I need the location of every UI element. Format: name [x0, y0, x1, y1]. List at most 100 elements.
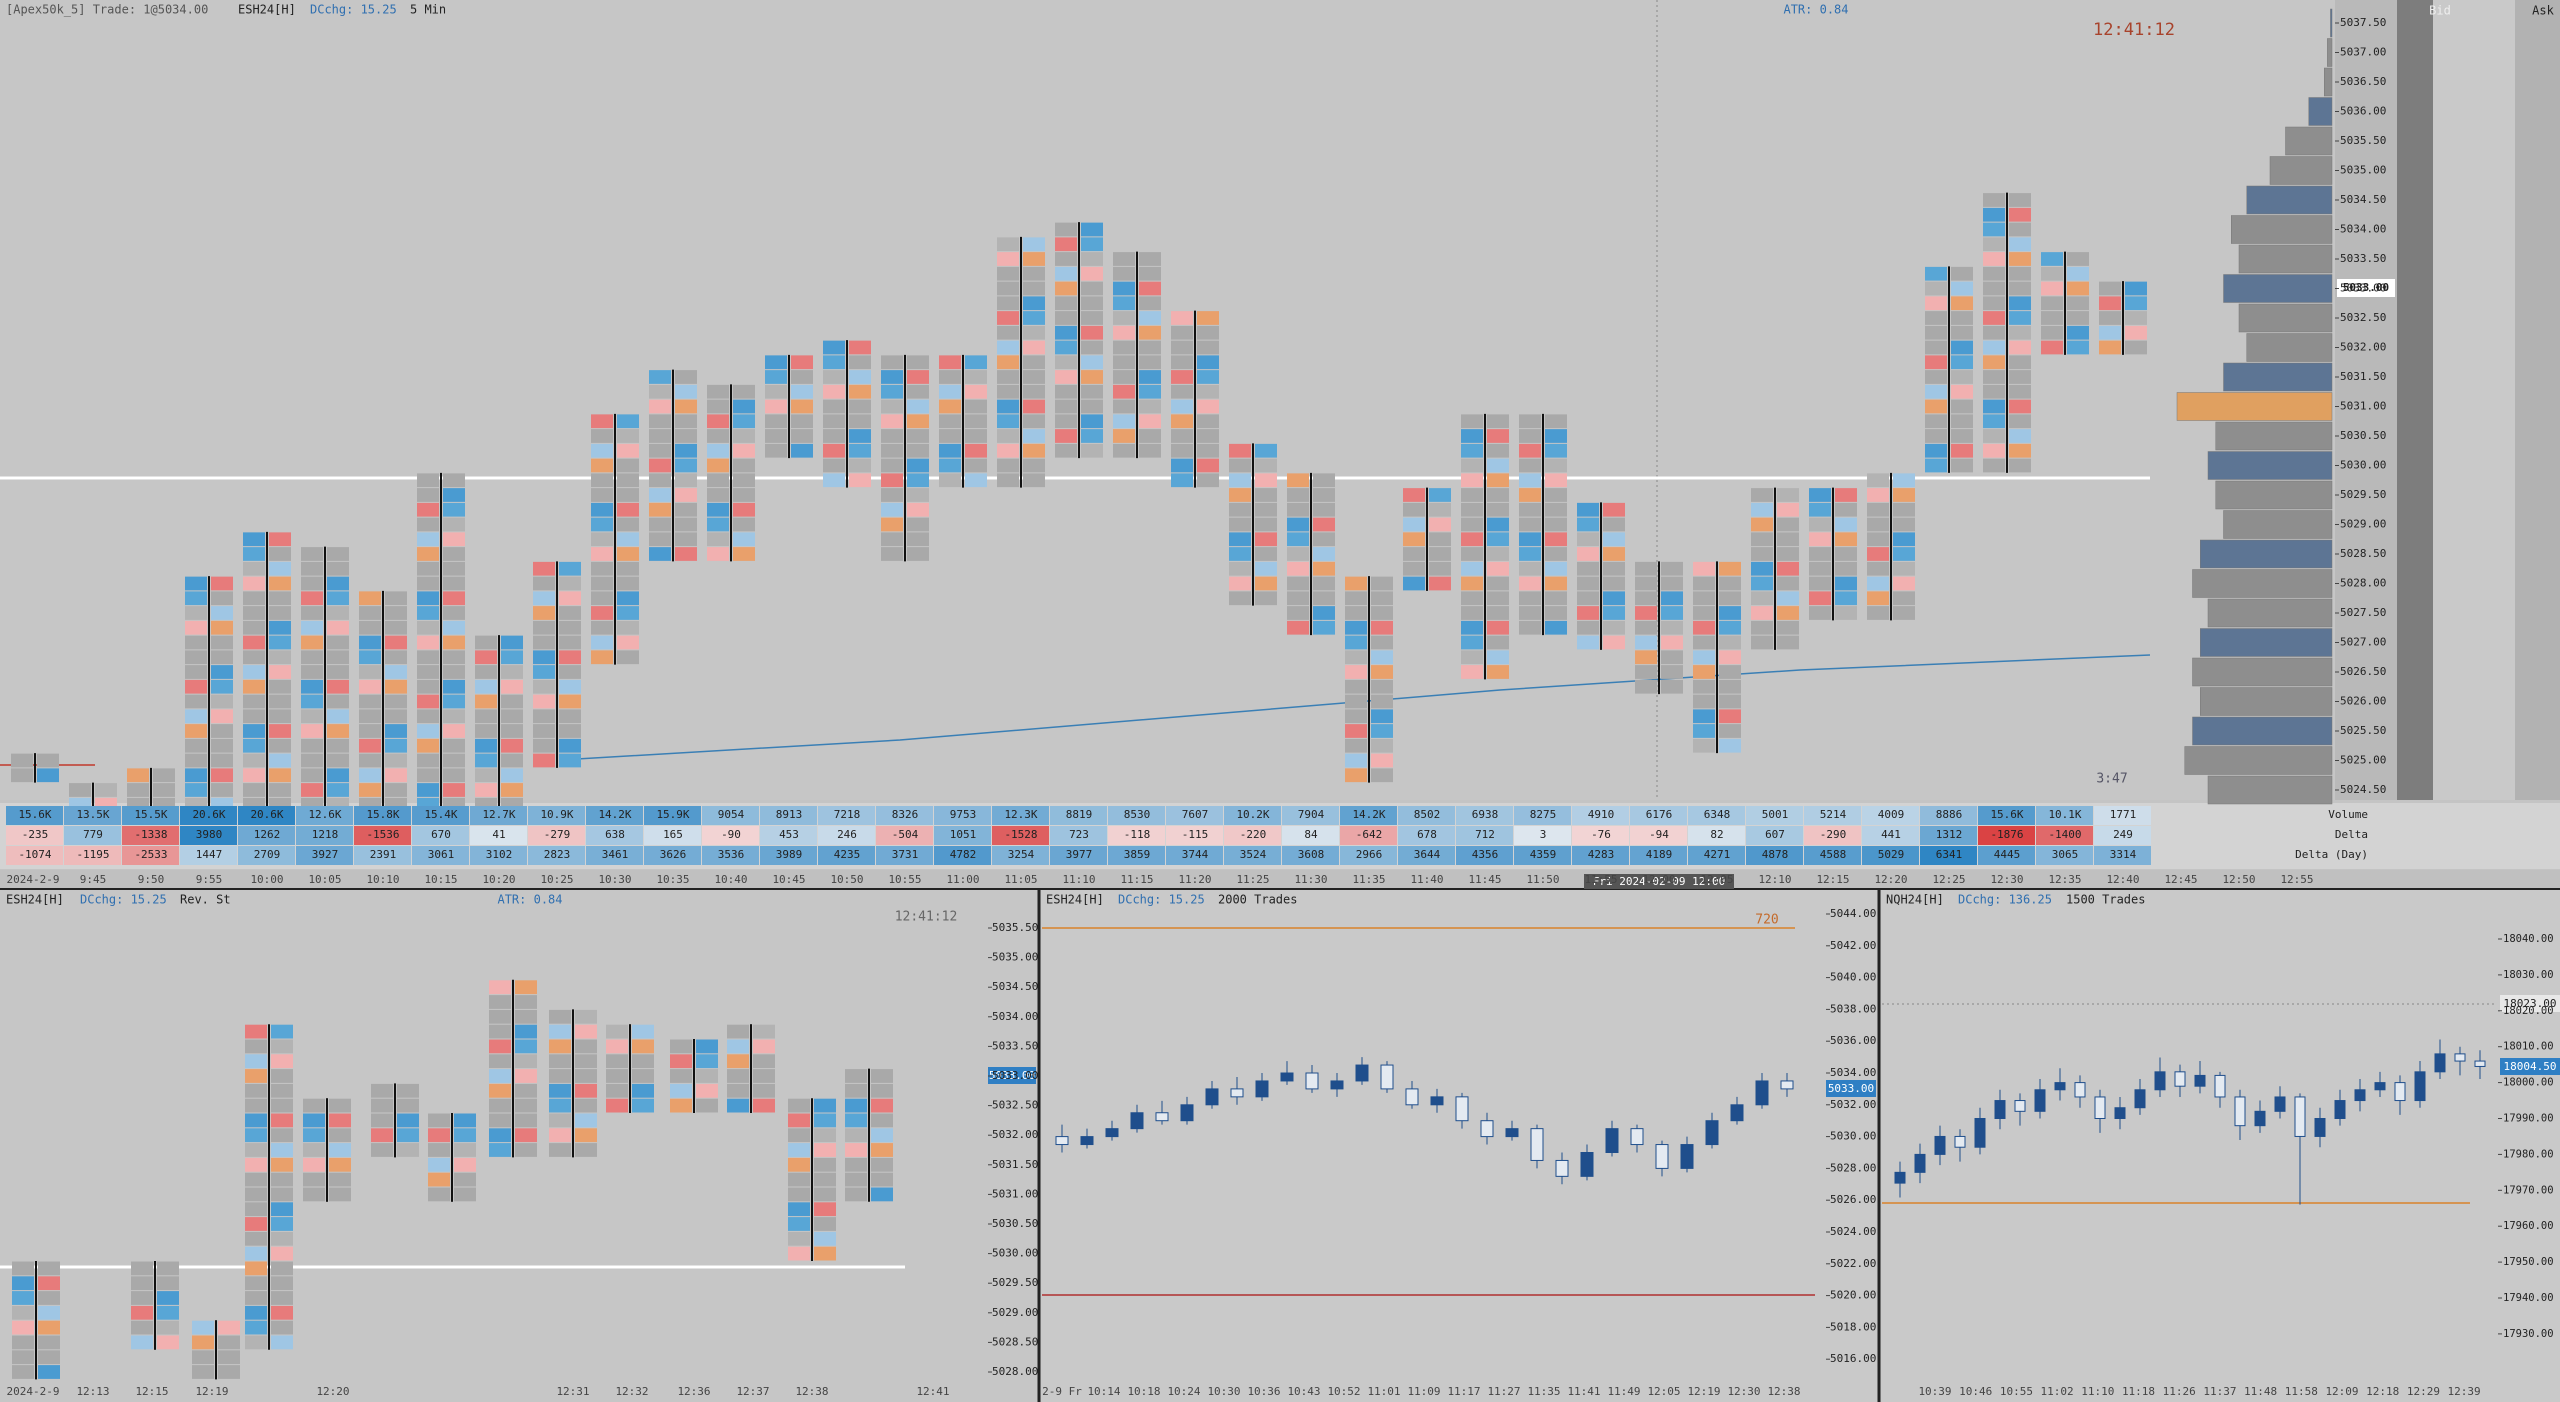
footprint-cell	[1055, 414, 1077, 429]
footprint-cell	[617, 591, 639, 606]
footprint-cell	[533, 694, 555, 709]
footprint-cell	[327, 650, 349, 665]
footprint-cell	[1171, 458, 1193, 473]
footprint-cell	[515, 1128, 537, 1143]
footprint-cell	[501, 635, 523, 650]
footprint-cell	[1023, 340, 1045, 355]
footprint-cell	[1171, 370, 1193, 384]
footprint-cell	[965, 443, 987, 458]
footprint-cell	[1081, 355, 1103, 370]
footprint-cell	[359, 768, 381, 783]
footprint-cell	[575, 1098, 597, 1113]
footprint-cell	[218, 1365, 240, 1379]
footprint-cell	[632, 1039, 654, 1054]
footprint-cell	[591, 458, 613, 473]
footprint-cell	[1603, 532, 1625, 547]
footprint-cell	[727, 1083, 749, 1098]
time-label: 12:15	[135, 1385, 168, 1398]
footprint-cell	[2009, 429, 2031, 443]
footprint-cell	[533, 753, 555, 768]
summary-value: 779	[83, 828, 103, 841]
footprint-cell	[765, 384, 787, 399]
footprint-cell	[1693, 635, 1715, 650]
footprint-cell	[515, 1024, 537, 1039]
footprint-cell	[1661, 650, 1683, 665]
candle-body	[1080, 1136, 1094, 1146]
footprint-cell	[1635, 665, 1657, 679]
footprint-cell	[845, 1098, 867, 1113]
footprint-cell	[907, 473, 929, 488]
footprint-cell	[218, 1350, 240, 1365]
footprint-cell	[1055, 296, 1077, 311]
footprint-cell	[649, 443, 671, 458]
candle-body	[1055, 1136, 1069, 1146]
footprint-cell	[131, 1335, 153, 1350]
footprint-cell	[1023, 296, 1045, 311]
footprint-cell	[1229, 576, 1251, 591]
footprint-cell	[2125, 325, 2147, 340]
footprint-cell	[271, 1276, 293, 1291]
footprint-cell	[185, 768, 207, 783]
footprint-cell	[1487, 547, 1509, 561]
footprint-cell	[1255, 532, 1277, 547]
footprint-cell	[2125, 281, 2147, 296]
footprint-cell	[907, 532, 929, 547]
footprint-cell	[1197, 399, 1219, 414]
footprint-cell	[1835, 532, 1857, 547]
footprint-cell	[131, 1291, 153, 1305]
footprint-cell	[675, 458, 697, 473]
summary-value: -1074	[18, 848, 51, 861]
summary-cell	[992, 806, 1049, 825]
volume-profile-bar	[2223, 362, 2333, 392]
footprint-cell	[1197, 384, 1219, 399]
footprint-cell	[489, 1128, 511, 1143]
footprint-cell	[1313, 473, 1335, 488]
footprint-cell	[591, 517, 613, 532]
footprint-cell	[1255, 458, 1277, 473]
footprint-cell	[1371, 738, 1393, 753]
summary-value: 3859	[1124, 848, 1151, 861]
summary-cell	[1166, 846, 1223, 865]
footprint-cell	[1229, 547, 1251, 561]
footprint-cell	[385, 768, 407, 783]
footprint-cell	[881, 399, 903, 414]
volume-profile-bar	[2324, 67, 2333, 97]
summary-value: -118	[1124, 828, 1151, 841]
date-marker: Fri 2024-02-09 12:00	[1593, 875, 1725, 888]
candle-body	[1180, 1104, 1194, 1122]
footprint-cell	[301, 650, 323, 665]
footprint-cell	[1983, 222, 2005, 237]
footprint-cell	[271, 1083, 293, 1098]
summary-value: -1528	[1004, 828, 1037, 841]
footprint-cell	[245, 1143, 267, 1157]
summary-cell	[818, 826, 875, 845]
footprint-cell	[765, 414, 787, 429]
candle-body	[2414, 1071, 2426, 1102]
footprint-cell	[1487, 532, 1509, 547]
footprint-cell	[2009, 414, 2031, 429]
summary-cell	[122, 846, 179, 865]
summary-value: 441	[1881, 828, 1901, 841]
footprint-cell	[965, 399, 987, 414]
footprint-cell	[489, 1054, 511, 1069]
footprint-cell	[1751, 620, 1773, 635]
footprint-cell	[1661, 576, 1683, 591]
footprint-cell	[1983, 458, 2005, 473]
footprint-cell	[185, 709, 207, 724]
footprint-cell	[185, 650, 207, 665]
time-label: 10:43	[1287, 1385, 1320, 1398]
footprint-cell	[591, 606, 613, 620]
time-label: 12:10	[1758, 873, 1791, 886]
time-label: 10:15	[424, 873, 457, 886]
footprint-cell	[1693, 591, 1715, 606]
footprint-cell	[1113, 384, 1135, 399]
footprint-cell	[1951, 311, 1973, 325]
footprint-cell	[1867, 547, 1889, 561]
footprint-cell	[1371, 753, 1393, 768]
footprint-cell	[515, 1009, 537, 1024]
footprint-cell	[2067, 252, 2089, 266]
footprint-cell	[185, 665, 207, 679]
footprint-cell	[559, 606, 581, 620]
footprint-cell	[1835, 547, 1857, 561]
summary-cell	[180, 826, 237, 845]
